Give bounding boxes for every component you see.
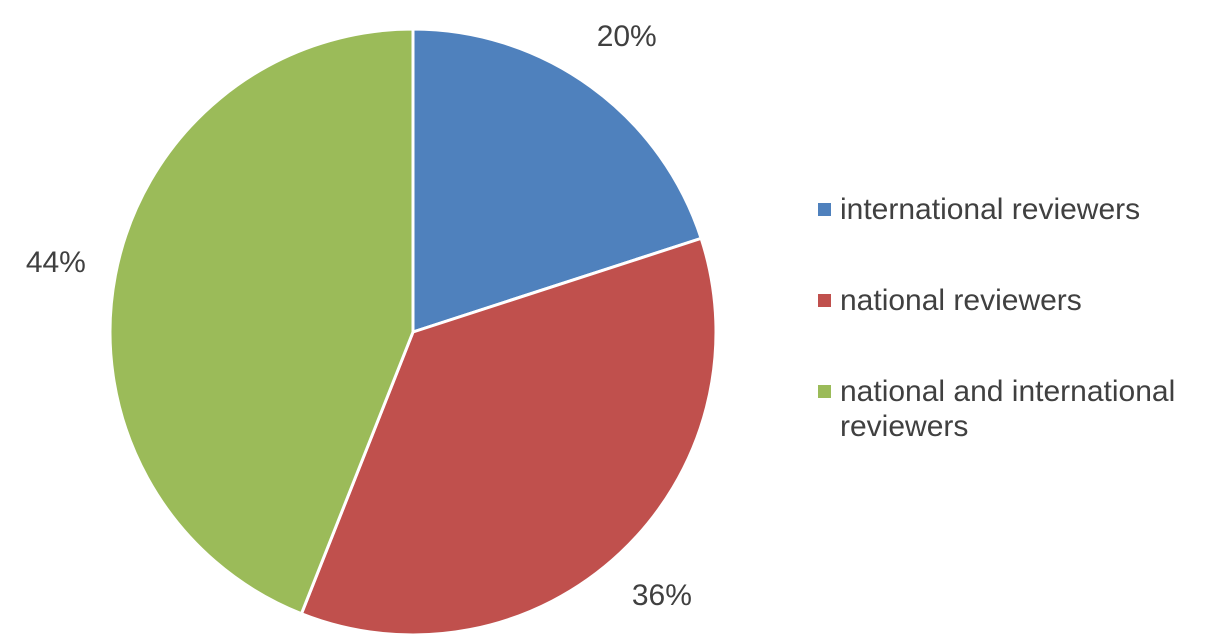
pie-slice <box>299 236 718 634</box>
legend-label: national and international reviewers <box>840 375 1176 443</box>
legend-swatch <box>818 203 831 216</box>
legend-label: national reviewers <box>840 284 1082 317</box>
data-label: 44% <box>26 246 86 279</box>
data-label: 36% <box>632 579 692 612</box>
legend: international reviewers national reviewer… <box>818 192 1218 500</box>
data-label: 20% <box>597 20 657 53</box>
legend-swatch <box>818 385 831 398</box>
legend-item: international reviewers <box>818 192 1218 227</box>
legend-label: international reviewers <box>840 193 1141 226</box>
legend-swatch <box>818 294 831 307</box>
legend-item: national reviewers <box>818 283 1218 318</box>
pie-slice <box>411 27 704 335</box>
legend-item: national and international reviewers <box>818 374 1218 444</box>
pie-slice <box>108 27 415 616</box>
